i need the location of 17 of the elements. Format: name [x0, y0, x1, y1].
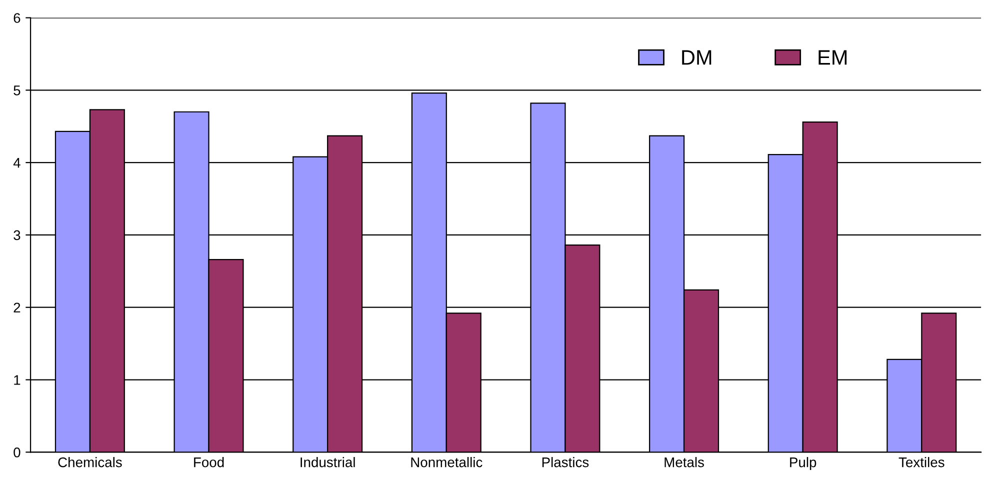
y-tick-label: 0	[14, 447, 20, 458]
y-tick-label: 5	[14, 86, 20, 96]
y-tick-label: 2	[14, 302, 20, 312]
x-tick-label: Plastics	[542, 457, 589, 468]
x-tick-label: Pulp	[790, 457, 816, 470]
x-tick-label: Industrial	[300, 457, 355, 468]
y-tick-label: 1	[14, 375, 20, 385]
x-tick-label: Food	[194, 457, 224, 468]
x-tick-label: Metals	[664, 457, 704, 468]
x-tick-label: Textiles	[898, 457, 944, 468]
x-tick-label: Chemicals	[58, 457, 122, 468]
x-tick-label: Nonmetallic	[411, 457, 482, 468]
y-tick-label: 6	[14, 13, 20, 23]
legend-label: EM	[818, 50, 847, 65]
legend-label: DM	[682, 50, 712, 65]
y-tick-label: 4	[13, 158, 20, 168]
y-tick-label: 3	[14, 230, 20, 240]
